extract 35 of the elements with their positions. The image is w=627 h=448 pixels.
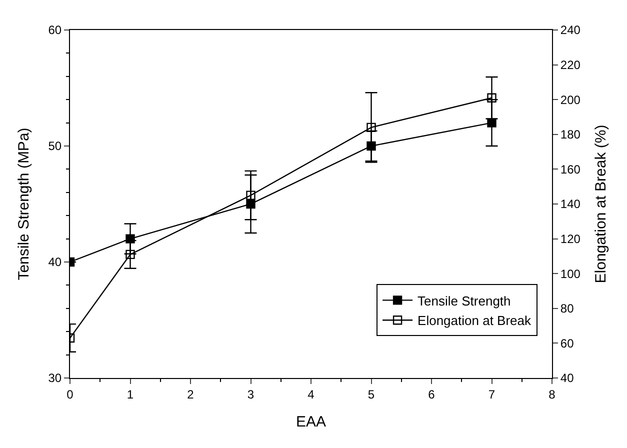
x-tick-label: 1	[126, 387, 134, 402]
x-tick-label: 8	[548, 387, 556, 402]
y2-tick-label: 40	[560, 371, 574, 386]
x-tick-label: 7	[488, 387, 496, 402]
x-axis-title: EAA	[296, 413, 326, 430]
x-tick-label: 2	[187, 387, 194, 402]
y2-tick-label: 160	[560, 162, 581, 176]
y-tick-label: 30	[48, 371, 62, 386]
y2-tick-label: 240	[560, 23, 581, 38]
y2-tick-label: 100	[560, 266, 581, 281]
y2-tick-label: 80	[560, 302, 574, 316]
point	[126, 250, 135, 260]
point	[487, 118, 496, 128]
y2-tick-label: 120	[560, 232, 581, 246]
y-tick-label: 50	[48, 139, 62, 154]
y2-tick-label: 140	[560, 197, 581, 212]
x-tick-label: 5	[368, 387, 375, 402]
y-tick-label: 60	[48, 23, 62, 38]
y2-tick-label: 180	[560, 128, 581, 142]
point	[126, 234, 135, 244]
x-tick-label: 4	[308, 387, 315, 402]
y2-tick-label: 220	[560, 58, 581, 72]
y-axis-title: Tensile Strength (MPa)	[15, 128, 32, 280]
x-tick-label: 0	[66, 387, 74, 402]
y-tick-label: 40	[48, 255, 62, 270]
point	[246, 190, 256, 200]
x-tick-label: 3	[247, 387, 254, 402]
y2-tick-label: 60	[560, 336, 574, 350]
point	[487, 93, 496, 102]
y2-tick-label: 200	[560, 92, 581, 107]
y2-axis-title: Elongation at Break (%)	[592, 124, 610, 284]
legend-label: Tensile Strength	[418, 293, 511, 308]
legend-label: Elongation at Break	[418, 313, 532, 328]
point	[366, 122, 376, 132]
x-tick-label: 6	[428, 387, 436, 402]
